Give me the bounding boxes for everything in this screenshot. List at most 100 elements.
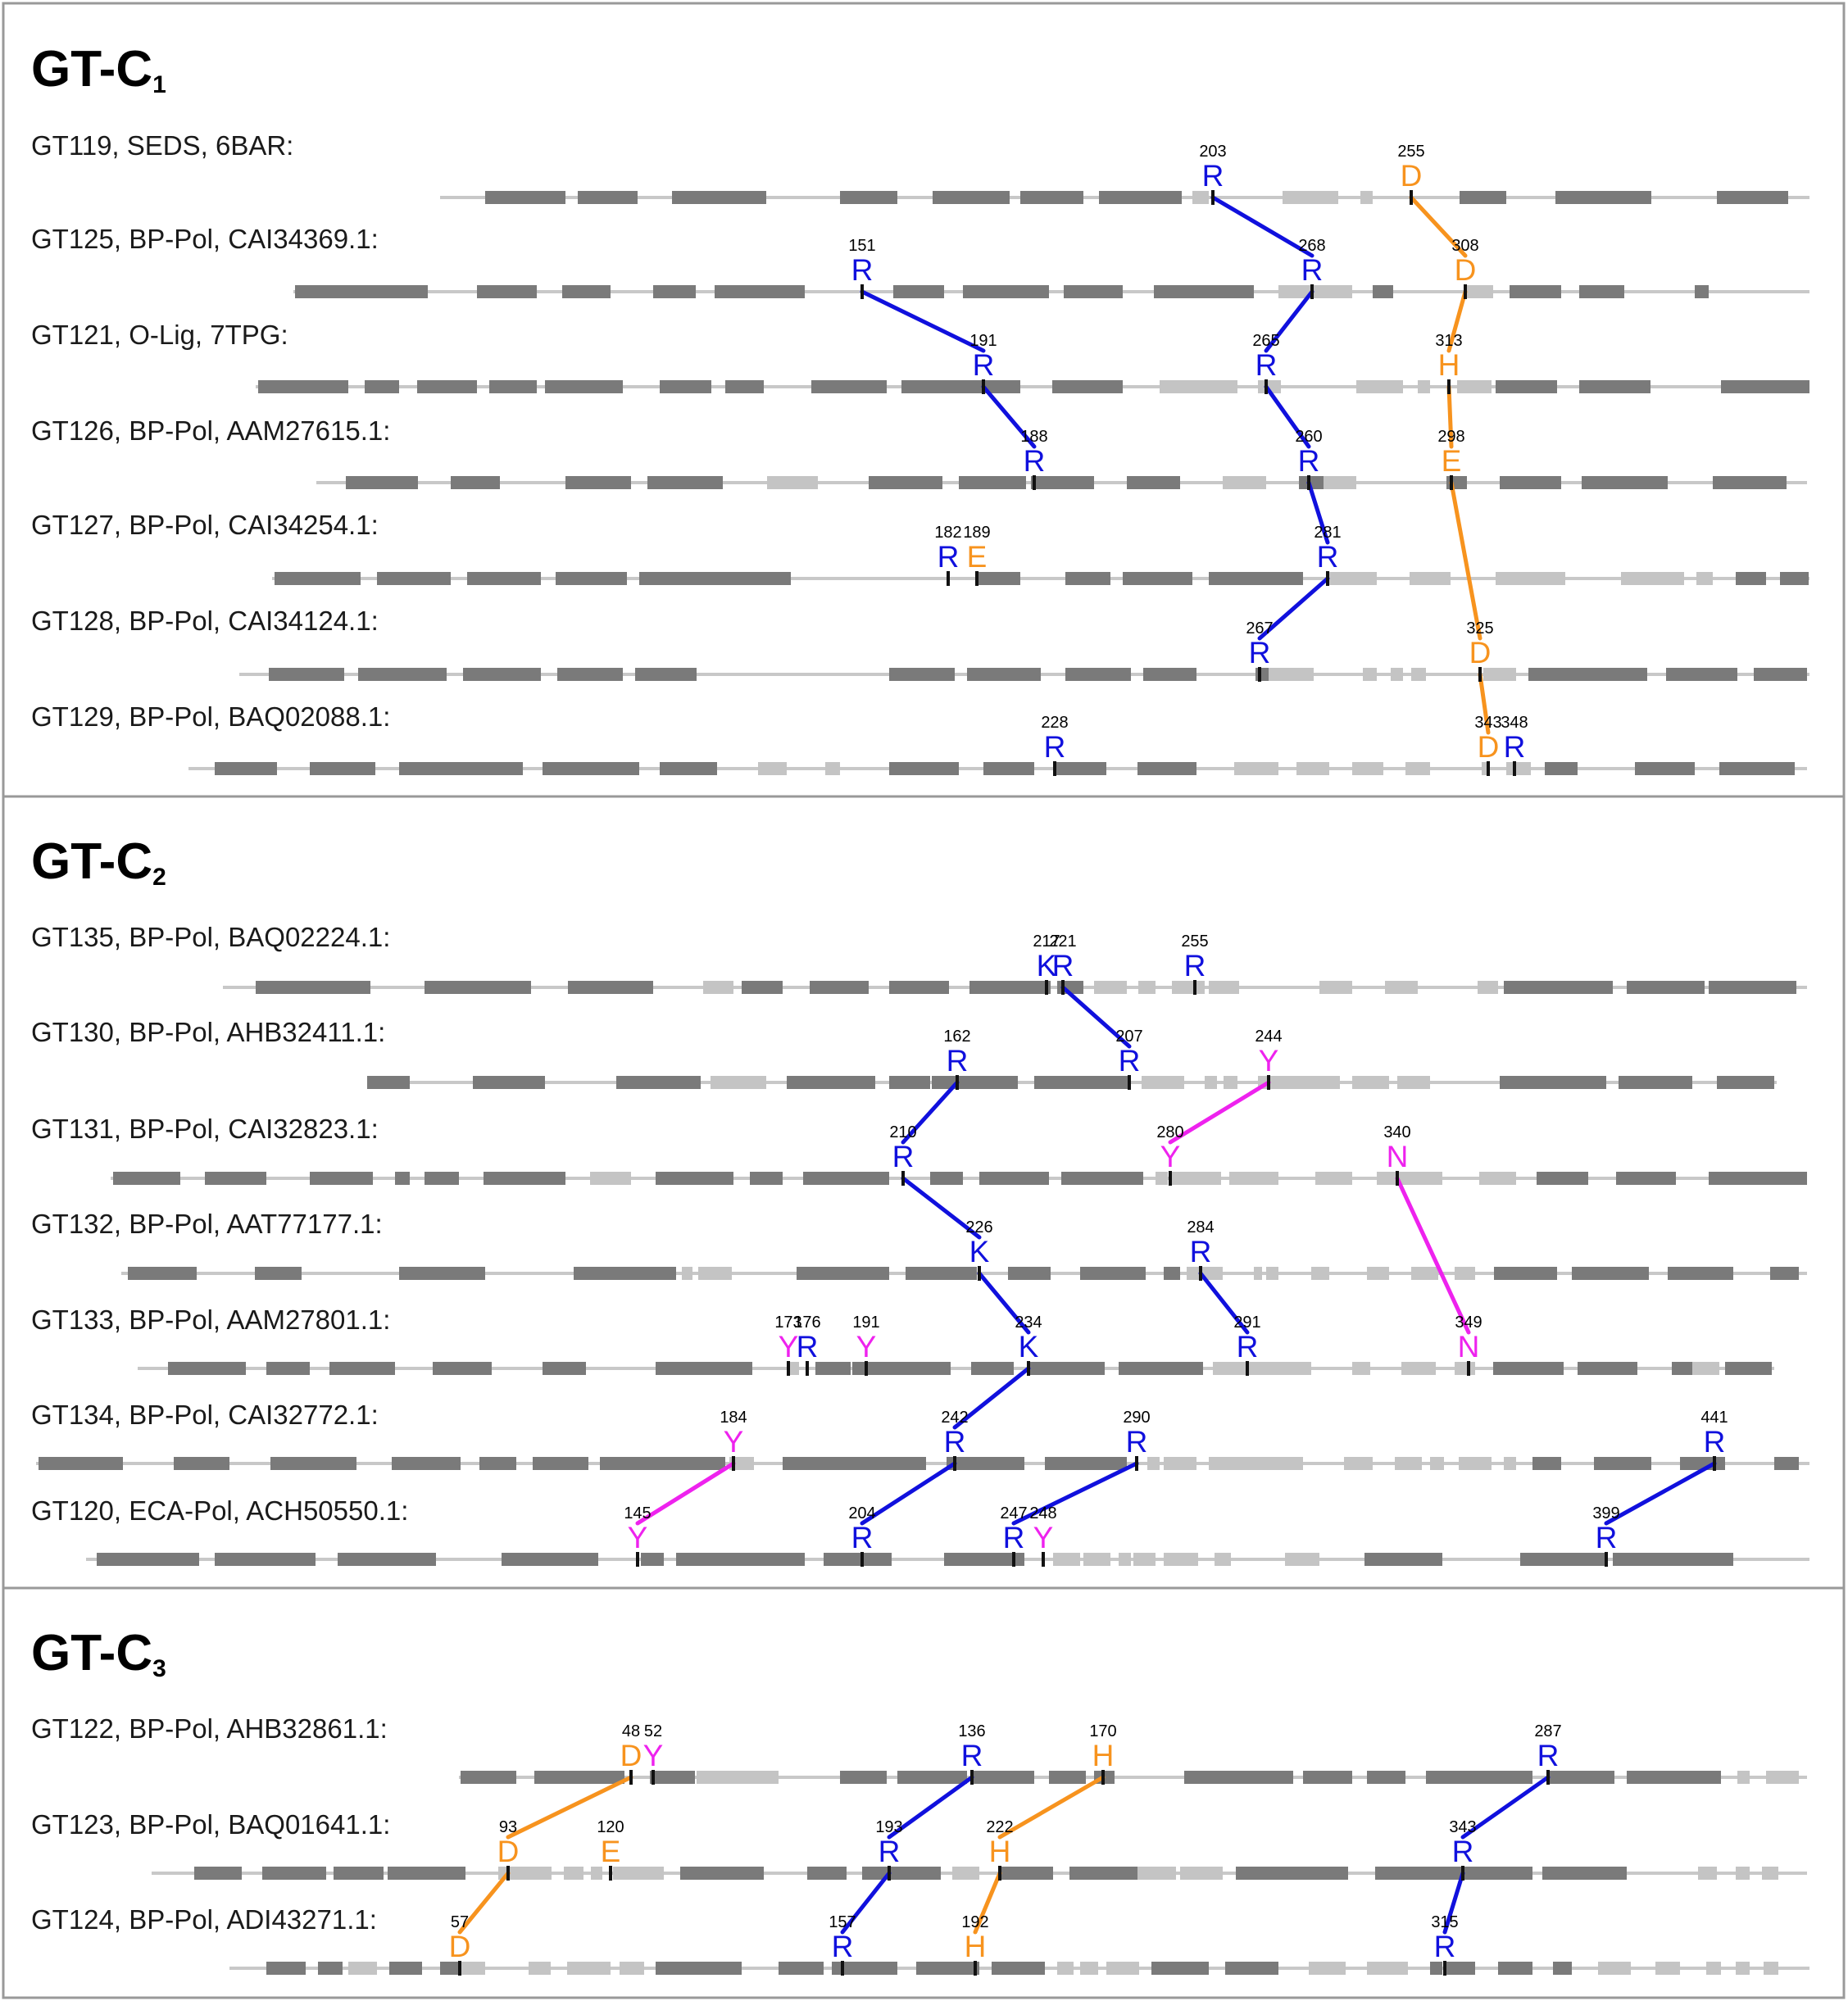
helix-segment [983, 762, 1034, 775]
strand-segment [1500, 572, 1565, 585]
helix-segment [1695, 285, 1709, 298]
helix-segment [417, 380, 477, 393]
strand-segment [1352, 1362, 1370, 1375]
helix-segment [635, 668, 697, 681]
helix-segment [660, 762, 717, 775]
residue-link [1264, 289, 1314, 353]
residue-link [901, 1080, 960, 1145]
strand-segment [1311, 1267, 1329, 1280]
helix-segment [1065, 572, 1110, 585]
residue-letter: Y [724, 1425, 744, 1459]
residue-link [973, 1871, 1002, 1935]
strand-segment [1598, 1962, 1631, 1975]
strand-segment [1080, 1962, 1098, 1975]
residue-letter: R [1596, 1521, 1618, 1554]
residue-letter: R [1452, 1835, 1474, 1868]
residue-number: 340 [1383, 1123, 1410, 1141]
residue-letter: R [851, 253, 874, 287]
strand-segment [1479, 1172, 1516, 1185]
helix-segment [803, 1172, 889, 1185]
residue-tick [1101, 1770, 1105, 1785]
strand-segment [1352, 1076, 1389, 1089]
residue-number: 145 [624, 1504, 651, 1522]
strand-segment [1430, 1457, 1444, 1470]
strand-segment [1367, 1267, 1389, 1280]
strand-segment [1138, 981, 1156, 994]
helix-segment [1446, 1962, 1475, 1975]
strand-segment [1391, 668, 1403, 681]
helix-segment [1225, 1962, 1278, 1975]
helix-segment [893, 285, 944, 298]
helix-segment [310, 1172, 373, 1185]
helix-segment [433, 1362, 492, 1375]
strand-segment [1209, 981, 1239, 994]
residue-tick [1450, 475, 1453, 490]
residue-markers: R203D255R151R268D308R191R265H313R188R260… [449, 143, 1728, 1976]
helix-segment [545, 380, 623, 393]
helix-segment [377, 572, 451, 585]
helix-segment [971, 1362, 1014, 1375]
helix-segment [477, 285, 537, 298]
helix-segment [451, 476, 500, 489]
residue-tick [1396, 1171, 1399, 1186]
residue-number: 441 [1700, 1409, 1728, 1427]
strand-segment [1094, 981, 1127, 994]
helix-segment [889, 668, 955, 681]
residue-letter: K [1037, 949, 1057, 982]
strand-segment [1459, 1457, 1492, 1470]
protein-label: GT131, BP-Pol, CAI32823.1: [31, 1114, 379, 1144]
helix-segment [502, 1553, 598, 1566]
panel-gtc3-title: GT-C3 [31, 1625, 166, 1682]
helix-segment [1498, 1962, 1532, 1975]
helix-segment [484, 1172, 565, 1185]
residue-letter: R [832, 1930, 854, 1963]
residue-link [981, 384, 1037, 449]
helix-segment [1426, 1771, 1532, 1784]
residue-letter: R [1537, 1739, 1560, 1772]
strand-segment [1278, 285, 1352, 298]
helix-segment [641, 1553, 664, 1566]
helix-segment [1579, 380, 1650, 393]
strand-segment [1164, 1457, 1196, 1470]
helix-segment [1255, 668, 1269, 681]
residue-number: 248 [1029, 1504, 1056, 1522]
residue-letter: D [1469, 636, 1492, 669]
strand-segment [1269, 668, 1314, 681]
residue-letter: H [1092, 1739, 1115, 1772]
helix-segment [715, 285, 805, 298]
strand-segment [1356, 380, 1403, 393]
residue-letter: R [973, 348, 995, 382]
residue-link [1168, 1080, 1271, 1145]
strand-segment [1696, 572, 1713, 585]
helix-segment [1547, 1771, 1614, 1784]
helix-segment [1303, 1771, 1352, 1784]
strand-segment [1285, 1553, 1319, 1566]
helix-segment [1209, 572, 1303, 585]
helix-segment [906, 1267, 977, 1280]
helix-segment [1367, 1771, 1405, 1784]
helix-segment [1616, 1172, 1676, 1185]
helix-segment [1709, 1172, 1807, 1185]
strand-segment [825, 762, 840, 775]
protein-label: GT121, O-Lig, 7TPG: [31, 320, 288, 350]
strand-segment [1315, 1172, 1352, 1185]
strand-segment [1737, 1771, 1750, 1784]
helix-segment [1069, 1867, 1139, 1880]
residue-number: 255 [1181, 932, 1208, 951]
strand-segment [1266, 1267, 1278, 1280]
helix-segment [1020, 191, 1083, 204]
helix-segment [811, 380, 887, 393]
residue-tick [1461, 1866, 1464, 1881]
helix-segment [1460, 191, 1506, 204]
residue-number: 162 [943, 1028, 970, 1046]
helix-segment [113, 1172, 180, 1185]
residue-tick [888, 1866, 891, 1881]
residue-number: 287 [1534, 1722, 1561, 1740]
helix-segment [365, 380, 399, 393]
helix-segment [797, 1267, 889, 1280]
residue-tick [1326, 571, 1329, 586]
helix-segment [367, 1076, 410, 1089]
strand-segment [1766, 1771, 1799, 1784]
helix-segment [269, 668, 344, 681]
strand-segment [1397, 1076, 1430, 1089]
